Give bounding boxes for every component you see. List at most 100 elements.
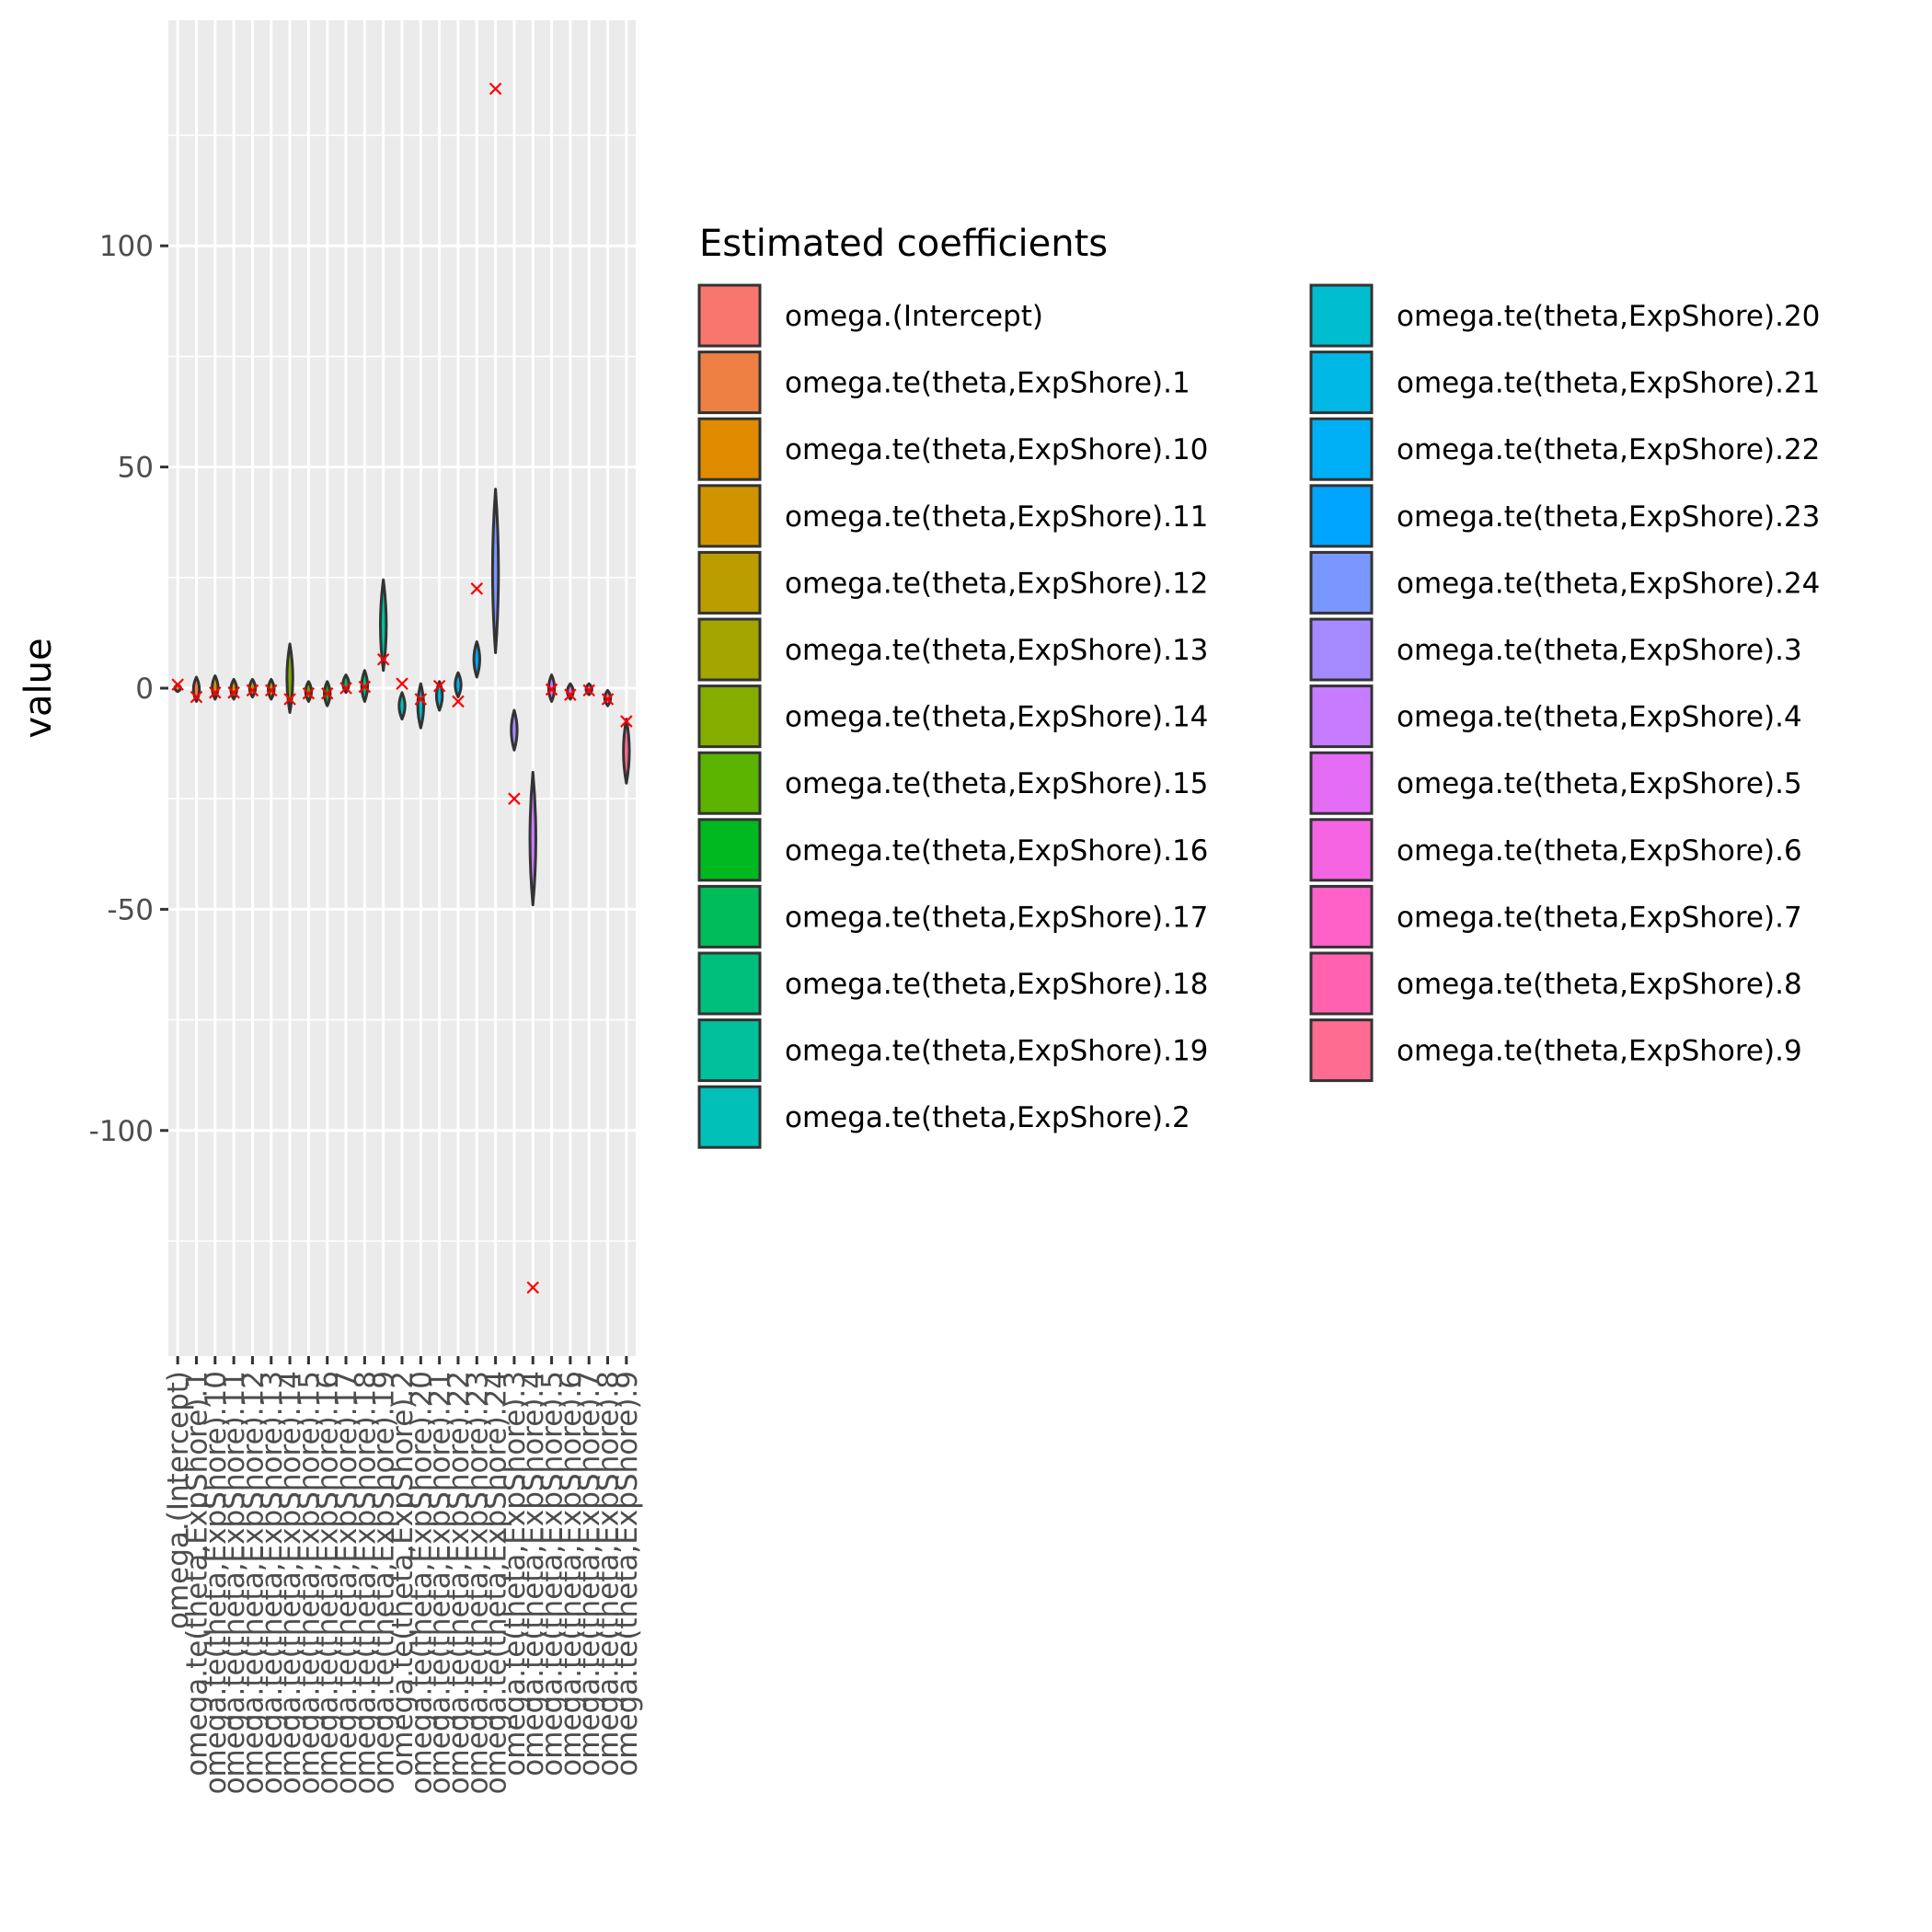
legend-label: omega.te(theta,ExpShore).16 xyxy=(785,834,1208,868)
violin xyxy=(397,691,407,721)
estimate-marker xyxy=(376,652,390,666)
violin xyxy=(416,682,426,730)
legend: omega.(Intercept) omega.te(theta,ExpShore… xyxy=(697,283,1820,1149)
legend-item: omega.te(theta,ExpShore).13 xyxy=(697,617,1208,682)
estimate-marker xyxy=(470,582,484,595)
estimate-marker xyxy=(190,690,203,704)
legend-key xyxy=(1309,484,1374,548)
legend-label: omega.te(theta,ExpShore).17 xyxy=(785,901,1208,934)
legend-label: omega.te(theta,ExpShore).8 xyxy=(1397,968,1802,1001)
estimate-marker xyxy=(545,683,558,696)
violin xyxy=(490,488,500,655)
x-tick-label: omega.te(theta,ExpShore).13 xyxy=(256,1371,289,1794)
legend-item: omega.te(theta,ExpShore).1 xyxy=(697,351,1190,415)
y-tick-label: -100 xyxy=(89,1115,154,1148)
x-tick-label: omega.te(theta,ExpShore).20 xyxy=(405,1371,438,1794)
legend-item: omega.te(theta,ExpShore).20 xyxy=(1309,283,1820,348)
legend-label: omega.te(theta,ExpShore).1 xyxy=(785,367,1190,400)
y-tick-label: 100 xyxy=(99,230,154,263)
violin xyxy=(472,640,481,679)
legend-item: omega.te(theta,ExpShore).2 xyxy=(697,1085,1190,1149)
legend-item: omega.te(theta,ExpShore).22 xyxy=(1309,417,1820,481)
legend-item: omega.te(theta,ExpShore).5 xyxy=(1309,751,1802,815)
x-tick-label: omega.te(theta,ExpShore).16 xyxy=(312,1371,345,1794)
legend-key xyxy=(697,283,762,348)
x-tick-label: omega.te(theta,ExpShore).6 xyxy=(555,1371,588,1777)
estimate-marker xyxy=(302,686,316,700)
x-tick-label: omega.te(theta,ExpShore).17 xyxy=(330,1371,363,1794)
x-tick-label: omega.te(theta,ExpShore).22 xyxy=(443,1371,476,1794)
violin xyxy=(304,680,314,703)
legend-key xyxy=(697,684,762,749)
legend-title: Estimated coefficients xyxy=(699,223,1108,265)
estimate-marker xyxy=(320,686,334,700)
legend-label: omega.te(theta,ExpShore).2 xyxy=(785,1101,1190,1134)
x-tick-label: omega.te(theta,ExpShore).14 xyxy=(274,1371,307,1794)
legend-key xyxy=(1309,818,1374,882)
x-tick-label: omega.te(theta,ExpShore).21 xyxy=(424,1371,457,1794)
x-tick-label: omega.te(theta,ExpShore).7 xyxy=(573,1371,606,1777)
legend-label: omega.te(theta,ExpShore).3 xyxy=(1397,634,1802,667)
legend-label: omega.te(theta,ExpShore).19 xyxy=(785,1035,1208,1068)
y-axis: -100 -50 0 50 100 xyxy=(89,230,168,1148)
violin xyxy=(285,642,294,714)
legend-label: omega.te(theta,ExpShore).4 xyxy=(1397,701,1802,734)
x-tick-label: omega.te(theta,ExpShore).2 xyxy=(386,1371,420,1777)
legend-item: omega.te(theta,ExpShore).24 xyxy=(1309,550,1820,615)
legend-key xyxy=(697,818,762,882)
x-tick-label: omega.te(theta,ExpShore).3 xyxy=(499,1371,532,1777)
legend-label: omega.te(theta,ExpShore).9 xyxy=(1397,1035,1802,1068)
legend-label: omega.te(theta,ExpShore).15 xyxy=(785,767,1208,800)
legend-label: omega.te(theta,ExpShore).12 xyxy=(785,567,1208,600)
estimate-marker xyxy=(227,686,240,699)
violin xyxy=(622,718,631,785)
estimate-marker xyxy=(358,680,372,694)
x-tick-label: omega.te(theta,ExpShore).12 xyxy=(236,1371,270,1794)
estimate-markers xyxy=(171,82,633,1294)
x-tick-label: omega.te(theta,ExpShore).19 xyxy=(368,1371,401,1794)
legend-key xyxy=(697,550,762,615)
legend-item: omega.(Intercept) xyxy=(697,283,1043,348)
violin xyxy=(341,673,351,695)
legend-item: omega.te(theta,ExpShore).19 xyxy=(697,1018,1208,1083)
legend-label: omega.te(theta,ExpShore).5 xyxy=(1397,767,1802,800)
legend-item: omega.te(theta,ExpShore).7 xyxy=(1309,884,1802,949)
legend-key xyxy=(1309,550,1374,615)
estimate-marker xyxy=(564,688,577,701)
y-axis-title: value xyxy=(17,638,60,738)
violin xyxy=(528,770,537,907)
legend-key xyxy=(1309,684,1374,749)
x-tick-label: omega.te(theta,ExpShore).5 xyxy=(536,1371,569,1777)
legend-label: omega.te(theta,ExpShore).7 xyxy=(1397,901,1802,934)
legend-key xyxy=(1309,951,1374,1016)
legend-key xyxy=(1309,884,1374,949)
violin xyxy=(510,708,519,752)
legend-key xyxy=(697,617,762,682)
legend-key xyxy=(697,351,762,415)
violin xyxy=(378,578,388,673)
estimate-marker xyxy=(620,715,633,728)
estimate-marker xyxy=(209,686,222,699)
y-tick-label: 50 xyxy=(118,452,154,485)
estimate-marker xyxy=(452,695,465,708)
estimate-marker xyxy=(264,684,278,697)
legend-key xyxy=(697,1018,762,1083)
estimate-marker xyxy=(246,684,259,697)
legend-key xyxy=(697,1085,762,1149)
estimate-marker xyxy=(432,679,446,693)
legend-item: omega.te(theta,ExpShore).21 xyxy=(1309,351,1820,415)
legend-item: omega.te(theta,ExpShore).23 xyxy=(1309,484,1820,548)
legend-key xyxy=(697,884,762,949)
x-tick-label: omega.te(theta,ExpShore).23 xyxy=(461,1371,494,1794)
legend-label: omega.te(theta,ExpShore).6 xyxy=(1397,834,1802,868)
x-tick-label: omega.te(theta,ExpShore).8 xyxy=(592,1371,626,1777)
legend-item: omega.te(theta,ExpShore).4 xyxy=(1309,684,1802,749)
estimate-marker xyxy=(582,684,595,697)
legend-key xyxy=(697,484,762,548)
legend-item: omega.te(theta,ExpShore).15 xyxy=(697,751,1208,815)
legend-label: omega.te(theta,ExpShore).14 xyxy=(785,701,1208,734)
legend-label: omega.te(theta,ExpShore).11 xyxy=(785,500,1208,534)
estimate-marker xyxy=(339,682,352,695)
legend-item: omega.te(theta,ExpShore).6 xyxy=(1309,818,1802,882)
legend-key xyxy=(697,417,762,481)
